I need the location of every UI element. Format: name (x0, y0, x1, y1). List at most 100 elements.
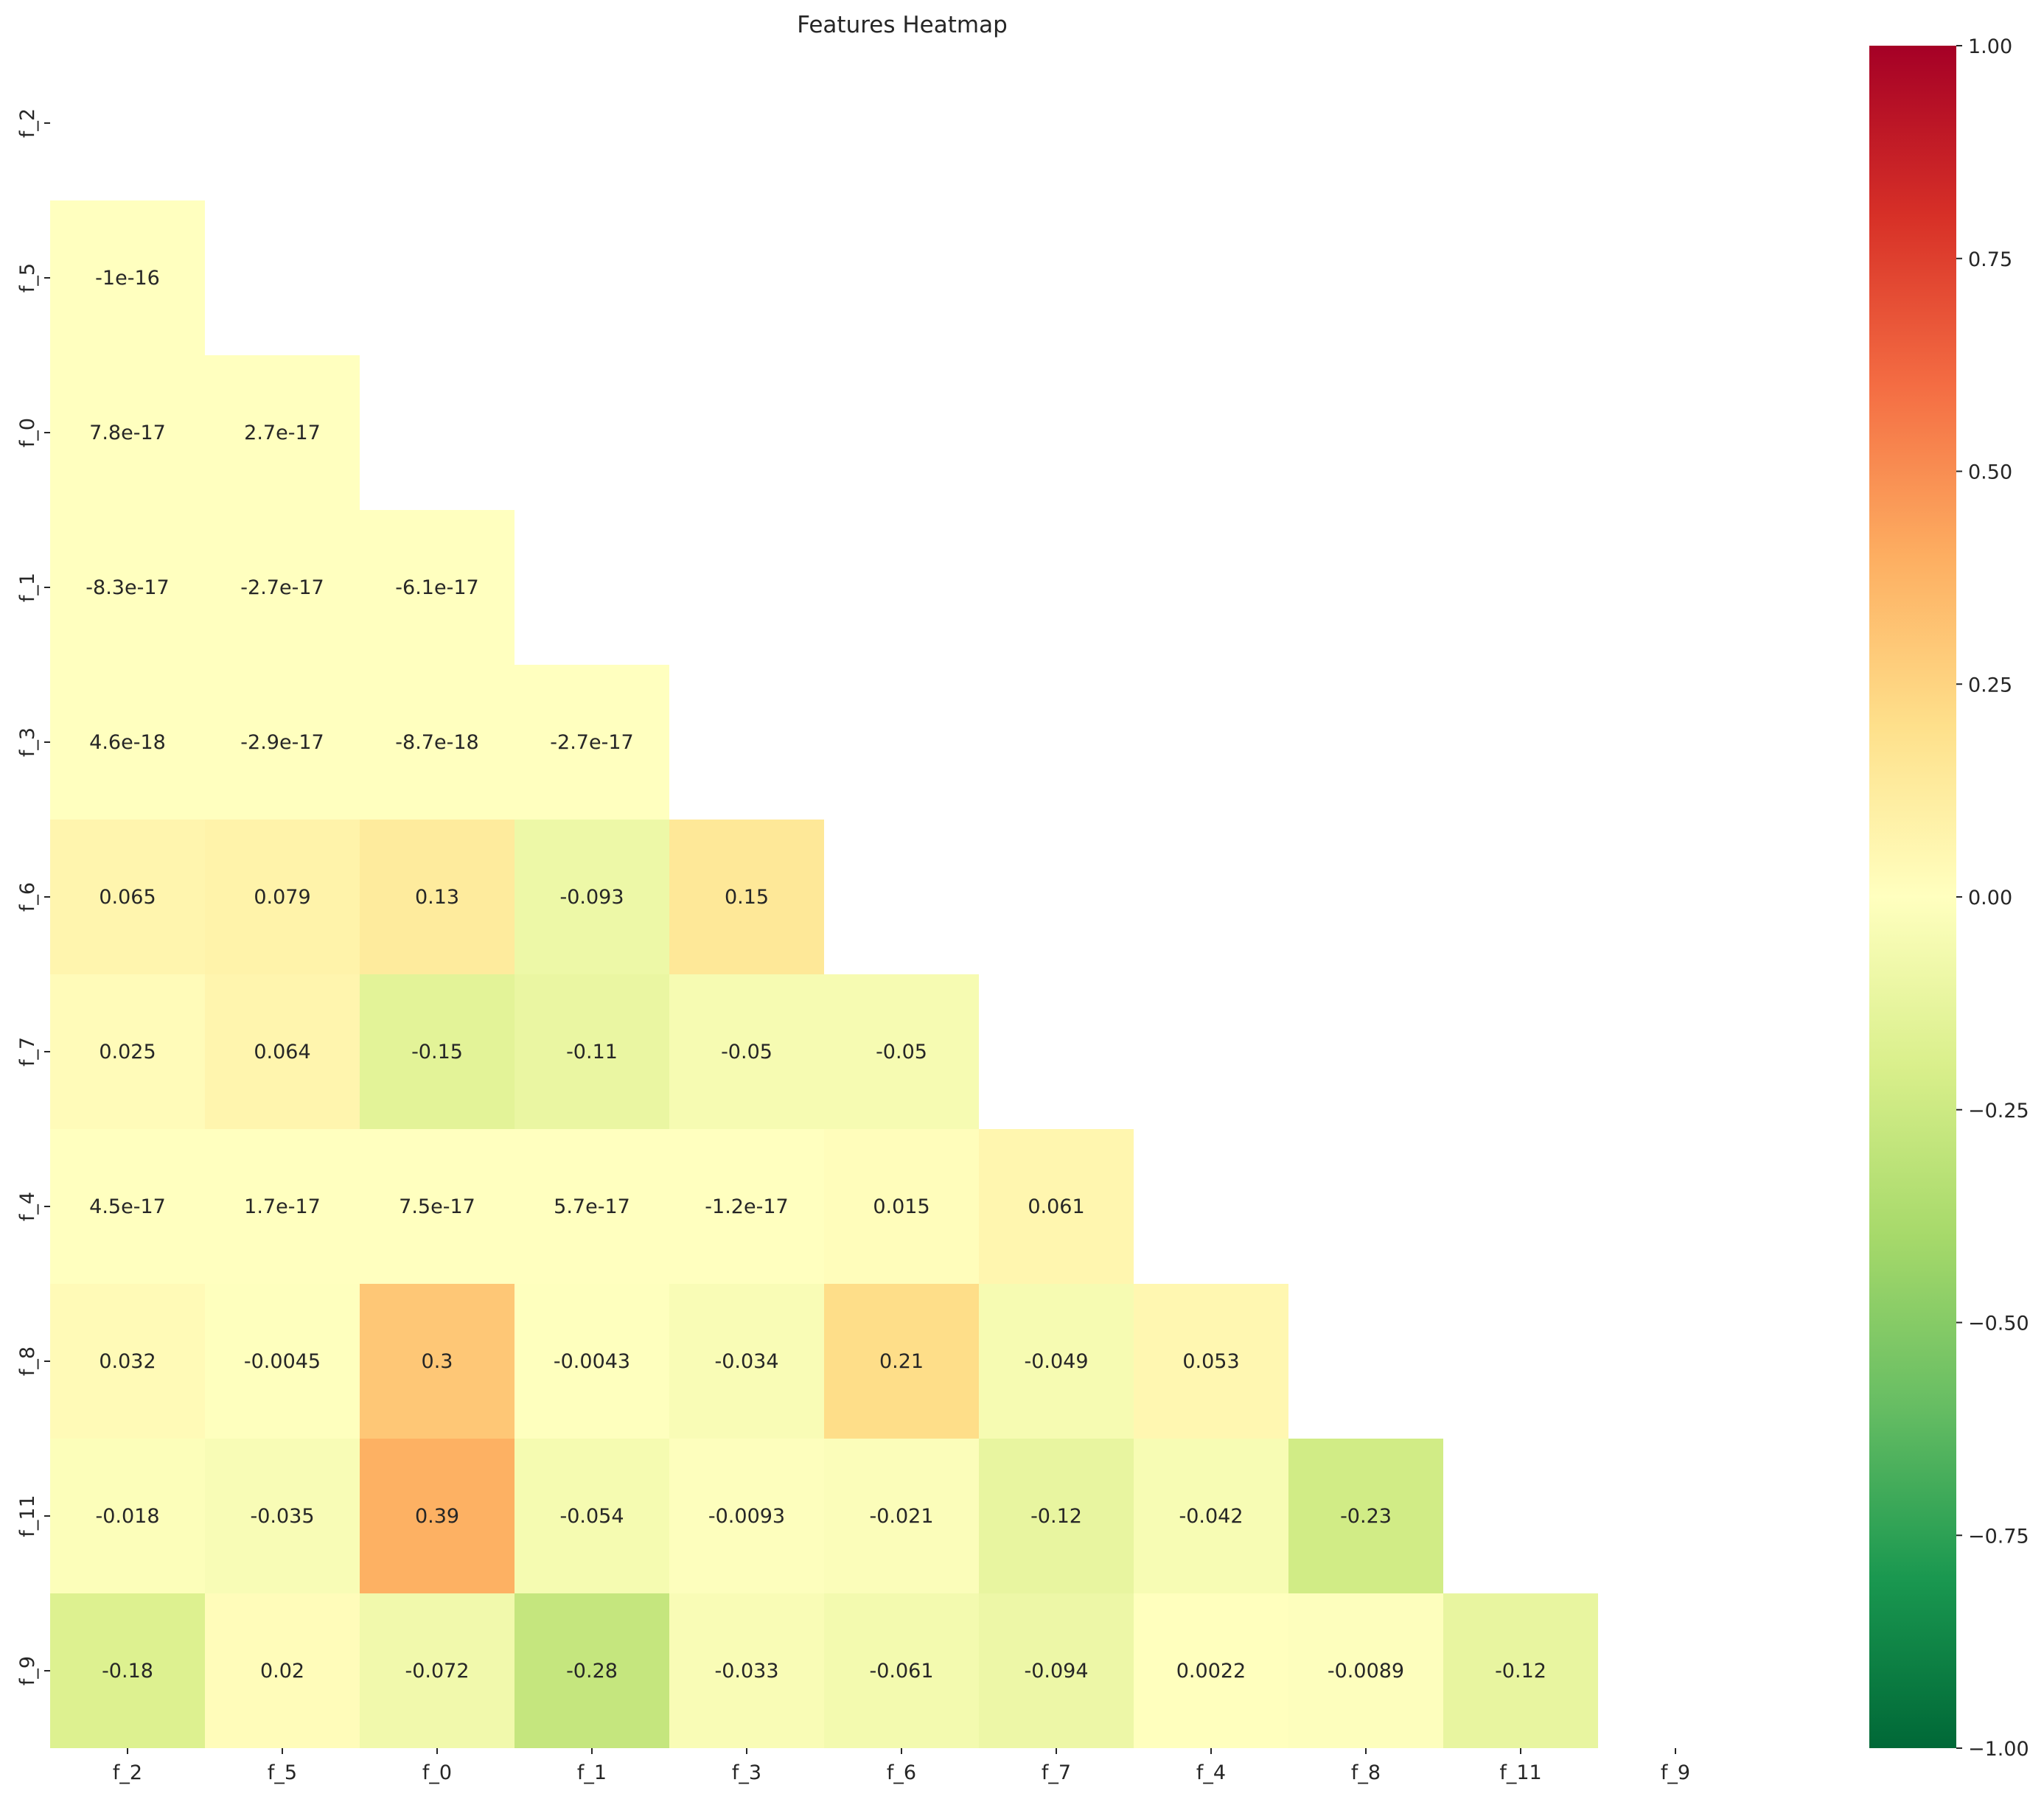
heatmap-cell-f_3-f_0 (360, 665, 515, 820)
heatmap-cell-f_9-f_1 (515, 1593, 669, 1748)
cell-annotation: 0.064 (254, 1041, 310, 1063)
heatmap-cell-f_6-f_2 (50, 820, 205, 974)
y-tick-label-f_9: f_9 (16, 1656, 39, 1686)
colorbar-tick-label: −1.00 (1968, 1738, 2029, 1761)
colorbar-gradient (1869, 46, 1956, 1748)
cell-annotation: 0.061 (1028, 1195, 1084, 1218)
heatmap-cell-f_8-f_2 (50, 1284, 205, 1439)
cell-annotation: -0.093 (559, 886, 624, 909)
x-tick-label-f_3: f_3 (732, 1761, 761, 1784)
heatmap-cell-f_11-f_8 (1288, 1439, 1443, 1593)
heatmap-cell-f_9-f_7 (979, 1593, 1134, 1748)
cell-annotation: 4.6e-18 (89, 731, 166, 754)
cell-annotation: -0.094 (1024, 1660, 1088, 1683)
y-tick-label-f_0: f_0 (16, 418, 39, 447)
cell-annotation: 0.053 (1182, 1350, 1239, 1373)
cell-annotation: 7.8e-17 (89, 422, 166, 444)
x-tick-label-f_9: f_9 (1661, 1761, 1690, 1784)
cell-annotation: 5.7e-17 (554, 1195, 630, 1218)
heatmap-cell-f_7-f_1 (515, 974, 669, 1129)
heatmap-cell-f_8-f_4 (1134, 1284, 1288, 1439)
x-tick-label-f_2: f_2 (113, 1761, 142, 1784)
heatmap-cell-f_11-f_6 (824, 1439, 979, 1593)
cell-annotation: -0.28 (566, 1660, 618, 1683)
heatmap-cell-f_11-f_4 (1134, 1439, 1288, 1593)
heatmap-cell-f_11-f_7 (979, 1439, 1134, 1593)
heatmap-cell-f_11-f_2 (50, 1439, 205, 1593)
heatmap-cell-f_6-f_5 (205, 820, 360, 974)
cell-annotation: 2.7e-17 (244, 422, 321, 444)
heatmap-cell-f_3-f_1 (515, 665, 669, 820)
heatmap-cell-f_7-f_5 (205, 974, 360, 1129)
heatmap-cell-f_6-f_3 (669, 820, 824, 974)
cell-annotation: -0.033 (714, 1660, 778, 1683)
heatmap-cell-f_4-f_2 (50, 1129, 205, 1284)
cell-annotation: 0.025 (99, 1041, 156, 1063)
cell-annotation: -0.072 (405, 1660, 469, 1683)
cell-annotation: -0.15 (411, 1041, 463, 1063)
heatmap-cell-f_9-f_3 (669, 1593, 824, 1748)
cell-annotation: -0.23 (1340, 1505, 1392, 1528)
heatmap-cell-f_7-f_2 (50, 974, 205, 1129)
cell-annotation: 0.3 (422, 1350, 453, 1373)
cell-annotation: -0.018 (95, 1505, 159, 1528)
cell-annotation: 0.02 (260, 1660, 304, 1683)
heatmap-cell-f_9-f_0 (360, 1593, 515, 1748)
heatmap-cell-f_9-f_6 (824, 1593, 979, 1748)
y-tick-label-f_4: f_4 (16, 1192, 39, 1221)
heatmap-cell-f_8-f_3 (669, 1284, 824, 1439)
heatmap-cell-f_4-f_5 (205, 1129, 360, 1284)
heatmap-cell-f_4-f_7 (979, 1129, 1134, 1284)
cell-annotation: -0.18 (102, 1660, 153, 1683)
heatmap-cell-f_4-f_0 (360, 1129, 515, 1284)
heatmap-cell-f_8-f_6 (824, 1284, 979, 1439)
heatmap-cell-f_9-f_8 (1288, 1593, 1443, 1748)
cell-annotation: -0.05 (721, 1041, 772, 1063)
heatmap-cell-f_4-f_6 (824, 1129, 979, 1284)
heatmap-cell-f_7-f_6 (824, 974, 979, 1129)
cell-annotation: 7.5e-17 (399, 1195, 475, 1218)
x-tick-label-f_0: f_0 (422, 1761, 452, 1784)
heatmap-cell-f_5-f_2 (50, 200, 205, 355)
x-tick-label-f_7: f_7 (1042, 1761, 1071, 1784)
heatmap-cell-f_11-f_0 (360, 1439, 515, 1593)
x-tick-label-f_5: f_5 (268, 1761, 297, 1784)
y-tick-label-f_7: f_7 (16, 1037, 39, 1066)
heatmap-cell-f_9-f_2 (50, 1593, 205, 1748)
heatmap-cell-f_11-f_3 (669, 1439, 824, 1593)
heatmap-cell-f_8-f_0 (360, 1284, 515, 1439)
heatmap-cell-f_0-f_5 (205, 355, 360, 510)
cell-annotation: -0.049 (1024, 1350, 1088, 1373)
cell-annotation: -0.061 (869, 1660, 933, 1683)
heatmap-cell-f_0-f_2 (50, 355, 205, 510)
colorbar-tick-label: 0.50 (1968, 461, 2012, 484)
heatmap-cell-f_8-f_5 (205, 1284, 360, 1439)
cell-annotation: -1e-16 (95, 267, 160, 290)
cell-annotation: 0.15 (725, 886, 769, 909)
heatmap-cell-f_8-f_1 (515, 1284, 669, 1439)
colorbar-tick-label: −0.25 (1968, 1100, 2029, 1122)
heatmap-cell-f_4-f_1 (515, 1129, 669, 1284)
x-tick-label-f_6: f_6 (887, 1761, 916, 1784)
colorbar-tick-label: 0.25 (1968, 674, 2012, 696)
heatmap-cell-f_1-f_5 (205, 510, 360, 665)
heatmap-cell-f_9-f_11 (1443, 1593, 1598, 1748)
heatmap-cell-f_11-f_5 (205, 1439, 360, 1593)
y-axis-tick-labels: f_2 f_5 f_0 f_1 f_3 f_6 f_7 f_4 f_8 f_11 f_9 (16, 108, 50, 1686)
cell-annotation: -8.3e-17 (86, 576, 169, 599)
cell-annotation: 0.032 (99, 1350, 156, 1373)
cell-annotation: -0.0093 (708, 1505, 785, 1528)
heatmap-cell-f_11-f_1 (515, 1439, 669, 1593)
y-tick-label-f_5: f_5 (16, 263, 39, 293)
cell-annotation: -0.042 (1179, 1505, 1243, 1528)
cell-annotation: -0.11 (566, 1041, 618, 1063)
cell-annotation: -8.7e-18 (395, 731, 478, 754)
cell-annotation: 0.079 (254, 886, 310, 909)
cell-annotation: -0.034 (714, 1350, 778, 1373)
colorbar-tick-label: −0.50 (1968, 1313, 2029, 1335)
heatmap-cell-f_9-f_4 (1134, 1593, 1288, 1748)
cell-annotation: -0.12 (1495, 1660, 1546, 1683)
cell-annotation: -2.9e-17 (240, 731, 324, 754)
heatmap-cell-f_1-f_2 (50, 510, 205, 665)
